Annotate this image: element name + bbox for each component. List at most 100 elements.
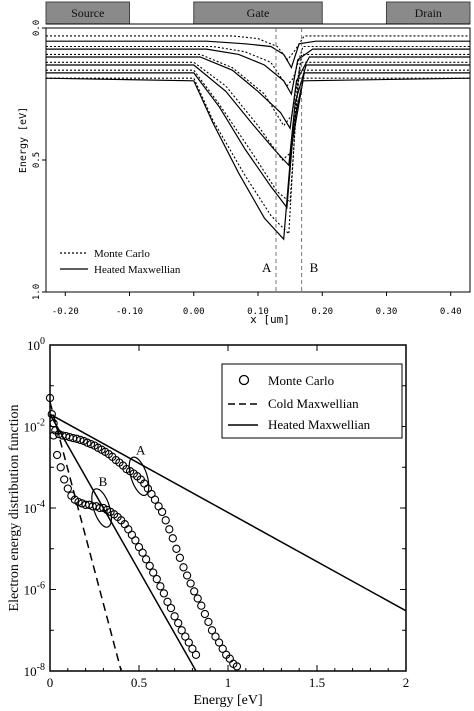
point-monte-carlo-b: [184, 638, 193, 647]
bottom-x-axis-label: Energy [eV]: [193, 693, 262, 708]
bottom-legend: Monte Carlo Cold Maxwellian Heated Maxwe…: [221, 363, 403, 439]
point-monte-carlo-a: [161, 516, 170, 525]
point-monte-carlo-a: [175, 553, 185, 562]
bottom-x-tick-label: 1.5: [309, 675, 325, 690]
bottom-legend-label-cold-maxwellian: Cold Maxwellian: [268, 396, 359, 411]
top-legend-label-monte-carlo: Monte Carlo: [94, 248, 150, 260]
bottom-y-tick-label: 10-2: [24, 418, 45, 435]
point-monte-carlo-a: [207, 626, 217, 635]
point-monte-carlo-a: [45, 393, 55, 403]
bottom-x-tick-label: 2: [403, 675, 410, 690]
point-monte-carlo-b: [49, 431, 58, 440]
point-monte-carlo-b: [156, 582, 165, 591]
top-x-tick-label: 0.40: [440, 307, 462, 317]
top-x-tick-label: -0.20: [52, 307, 79, 317]
bottom-legend-label-heated-maxwellian: Heated Maxwellian: [268, 417, 371, 432]
curve-heated-maxwellian-1: [46, 40, 470, 70]
curve-heated-maxwellian-4: [46, 64, 470, 167]
point-monte-carlo-b: [63, 484, 72, 493]
point-monte-carlo-a: [47, 410, 56, 419]
point-monte-carlo-b: [177, 626, 186, 635]
point-monte-carlo-a: [214, 638, 224, 647]
top-y-tick-label: 1.0: [32, 284, 42, 300]
top-x-tick-label: -0.10: [116, 307, 143, 317]
bottom-y-tick-label: 10-8: [24, 662, 45, 679]
point-monte-carlo-b: [141, 555, 151, 564]
point-monte-carlo-a: [232, 662, 242, 671]
point-monte-carlo-b: [138, 548, 147, 557]
top-x-tick-label: 0.10: [247, 307, 269, 317]
point-monte-carlo-a: [197, 601, 206, 610]
curve-monte-carlo-1: [46, 35, 470, 61]
point-monte-carlo-a: [211, 632, 220, 641]
annotation-label-a: A: [136, 442, 146, 457]
curve-heated-maxwellian-6: [45, 77, 471, 241]
point-monte-carlo-a: [76, 435, 85, 445]
top-plot-area: [45, 27, 471, 293]
point-monte-carlo-a: [190, 587, 199, 596]
annotation-ellipse-a: [128, 456, 150, 497]
point-monte-carlo-a: [157, 507, 167, 517]
region-label-drain: Drain: [415, 6, 442, 20]
line-heated-maxwellian-b: [49, 413, 197, 672]
bottom-legend-marker-monte-carlo: [238, 374, 250, 386]
point-monte-carlo-a: [193, 594, 202, 603]
top-chart: Source Gate Drain A B -0.20 -0.10 0.00 0.10 0.2…: [18, 1, 471, 326]
point-monte-carlo-b: [163, 597, 172, 606]
point-monte-carlo-b: [60, 475, 69, 484]
point-monte-carlo-b: [166, 603, 176, 613]
bottom-y-tick-label: 100: [27, 336, 45, 353]
top-x-tick-label: 0.30: [376, 307, 398, 317]
top-y-axis-label: Energy [eV]: [18, 107, 29, 173]
bottom-x-tick-label: 0: [47, 675, 54, 690]
top-x-tick-label: 0.00: [183, 307, 205, 317]
line-cold-maxwellian: [49, 401, 122, 672]
point-monte-carlo-b: [152, 574, 161, 584]
point-monte-carlo-b: [191, 650, 201, 659]
point-monte-carlo-b: [181, 632, 190, 641]
point-monte-carlo-a: [172, 544, 181, 553]
annotation-ellipse-b: [91, 488, 113, 528]
point-monte-carlo-a: [179, 563, 188, 572]
point-monte-carlo-b: [174, 618, 183, 628]
point-monte-carlo-a: [186, 579, 195, 588]
point-monte-carlo-b: [56, 463, 65, 472]
top-legend: Monte Carlo Heated Maxwellian: [60, 248, 181, 276]
point-monte-carlo-b: [131, 536, 140, 545]
annotation-label-b: B: [99, 474, 108, 489]
marker-label-b: B: [310, 260, 319, 275]
top-y-tick-label: 0.5: [32, 152, 42, 168]
region-label-source: Source: [71, 6, 104, 20]
point-monte-carlo-b: [188, 644, 197, 653]
line-heated-maxwellian-a: [49, 413, 407, 612]
top-x-axis-label: x [um]: [250, 313, 290, 326]
point-monte-carlo-a: [165, 525, 174, 534]
point-monte-carlo-b: [145, 561, 154, 571]
bottom-legend-label-monte-carlo: Monte Carlo: [268, 373, 334, 388]
point-monte-carlo-a: [168, 534, 177, 543]
bottom-y-tick-label: 10-4: [24, 499, 45, 516]
bottom-x-tick-label: 0.5: [131, 675, 147, 690]
point-monte-carlo-a: [182, 571, 192, 580]
marker-label-a: A: [262, 260, 272, 275]
curve-monte-carlo-6: [46, 77, 470, 236]
point-monte-carlo-b: [149, 568, 158, 577]
bottom-y-axis-label: Electron energy distribution function: [7, 405, 22, 612]
point-monte-carlo-a: [218, 644, 227, 653]
point-monte-carlo-b: [170, 612, 179, 621]
point-monte-carlo-b: [52, 450, 62, 460]
bottom-chart: A B 0 0.5 1 1.5 2 100 10-2 10-4 10-6 10-8 Energy […: [7, 336, 409, 708]
top-legend-label-heated-maxwellian: Heated Maxwellian: [94, 264, 181, 276]
point-monte-carlo-a: [150, 495, 160, 504]
bottom-x-tick-label: 1: [225, 675, 232, 690]
region-label-gate: Gate: [247, 6, 270, 20]
bottom-y-tick-label: 10-6: [24, 581, 45, 598]
top-y-tick-label: 0.0: [32, 20, 42, 36]
top-x-tick-label: 0.20: [311, 307, 333, 317]
point-monte-carlo-a: [86, 439, 96, 449]
point-monte-carlo-b: [159, 589, 169, 598]
point-monte-carlo-a: [204, 617, 213, 627]
curve-heated-maxwellian-3: [46, 56, 470, 131]
point-monte-carlo-a: [200, 609, 210, 619]
